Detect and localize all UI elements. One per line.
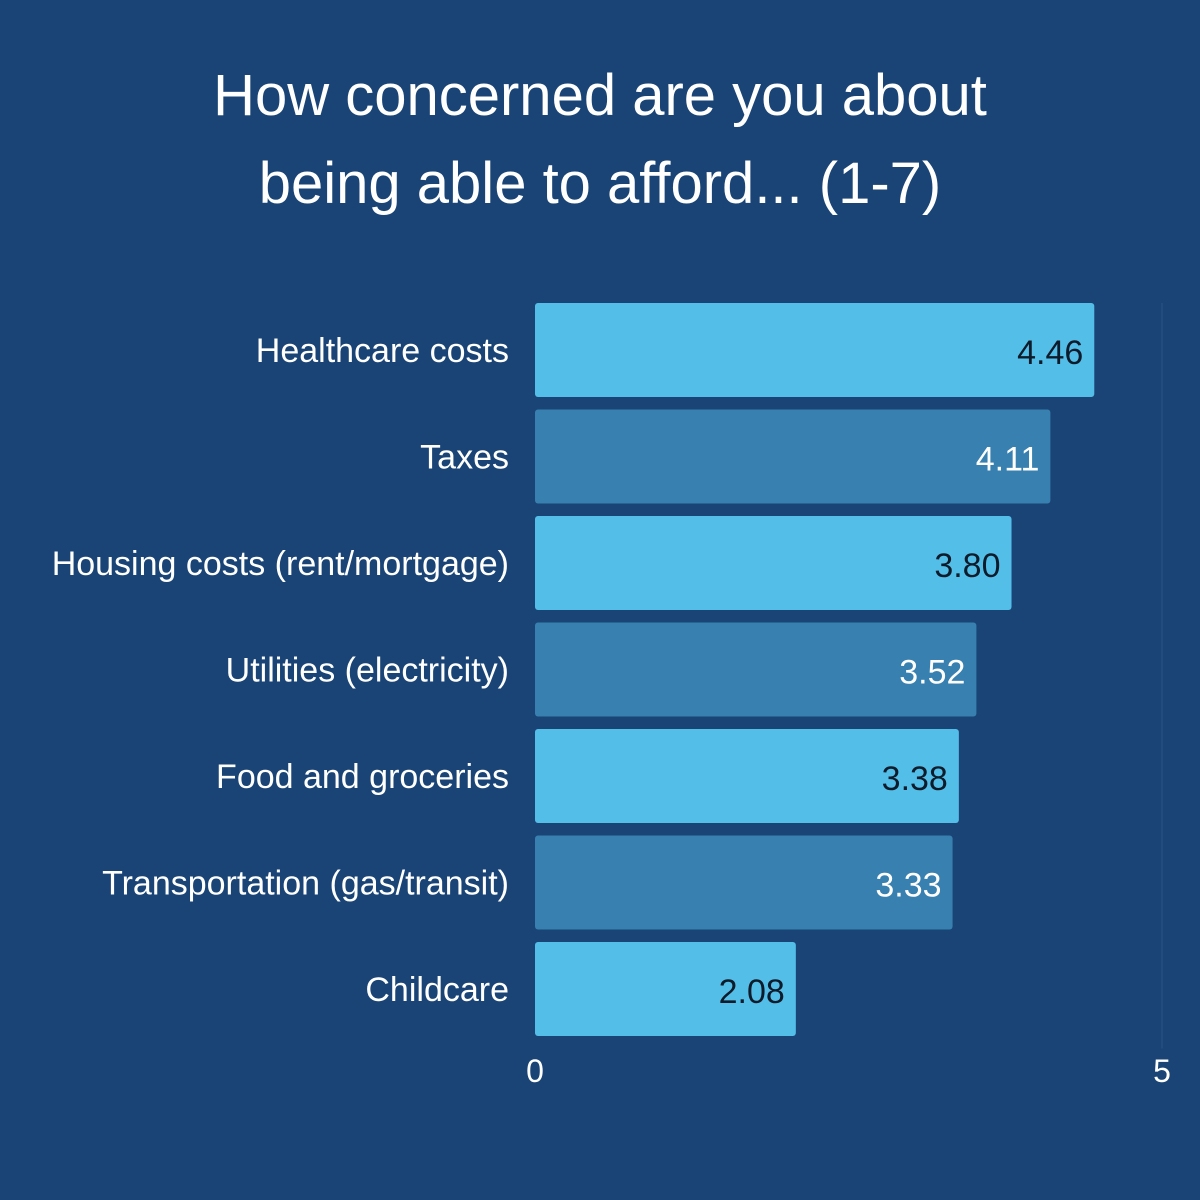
- category-label: Taxes: [420, 439, 509, 477]
- value-label: 3.52: [899, 654, 965, 692]
- bar: [535, 729, 959, 823]
- value-label: 3.33: [875, 867, 941, 905]
- bar: [535, 303, 1095, 397]
- category-label: Childcare: [365, 971, 509, 1009]
- value-label: 4.46: [1017, 334, 1083, 372]
- chart-title-line-2: being able to afford... (1-7): [258, 151, 942, 216]
- bar: [535, 835, 953, 930]
- bar: [535, 409, 1051, 504]
- category-label: Food and groceries: [216, 758, 509, 796]
- value-label: 3.38: [882, 760, 948, 798]
- bar: [535, 942, 796, 1036]
- value-label: 3.80: [934, 547, 1000, 585]
- bar: [535, 622, 977, 717]
- x-tick-label: 5: [1153, 1053, 1171, 1089]
- category-label: Transportation (gas/transit): [102, 865, 509, 903]
- category-label: Housing costs (rent/mortgage): [52, 545, 509, 583]
- chart-title-line-1: How concerned are you about: [213, 63, 987, 128]
- value-label: 2.08: [719, 973, 785, 1011]
- x-tick-label: 0: [526, 1053, 544, 1089]
- category-label: Utilities (electricity): [226, 652, 509, 690]
- chart-title: How concerned are you about being able t…: [0, 52, 1200, 228]
- value-label: 4.11: [976, 441, 1040, 479]
- bar: [535, 516, 1012, 610]
- category-label: Healthcare costs: [256, 332, 509, 370]
